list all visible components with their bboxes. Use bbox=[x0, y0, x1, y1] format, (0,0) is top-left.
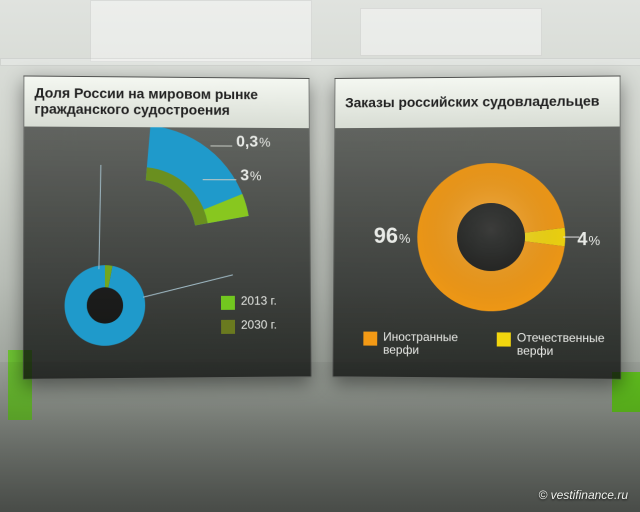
legend-label: Отечественные верфи bbox=[517, 332, 618, 359]
legend-swatch bbox=[221, 296, 235, 310]
legend-swatch bbox=[497, 332, 511, 346]
legend-right-a: Иностранные верфи bbox=[363, 331, 482, 358]
panel-right-title: Заказы российских судовладельцев bbox=[345, 93, 599, 111]
callout-a: 0,3% bbox=[236, 134, 270, 152]
callout-b: 3% bbox=[240, 167, 261, 185]
panel-left-body: 0,3% 3% 2013 г. 2030 г. bbox=[24, 127, 311, 379]
stage: Доля России на мировом рынке гражданског… bbox=[0, 0, 640, 512]
legend-swatch bbox=[221, 320, 235, 334]
legend-label: Иностранные верфи bbox=[383, 331, 483, 358]
value-label-4: 4% bbox=[577, 229, 600, 250]
legend-swatch bbox=[363, 332, 377, 346]
legend-left-a: 2013 г. bbox=[221, 295, 277, 310]
legend-left-b: 2030 г. bbox=[221, 319, 277, 334]
panel-right-header: Заказы российских судовладельцев bbox=[335, 76, 620, 128]
credit: © vestifinance.ru bbox=[538, 488, 628, 502]
legend-label: 2030 г. bbox=[241, 319, 277, 332]
panel-right: Заказы российских судовладельцев 96% 4% … bbox=[333, 75, 622, 379]
panel-left: Доля России на мировом рынке гражданског… bbox=[23, 75, 312, 379]
bg-block bbox=[360, 8, 542, 56]
callout-a-line bbox=[210, 145, 232, 146]
legend-label: 2013 г. bbox=[241, 295, 277, 308]
bg-rail bbox=[0, 58, 640, 66]
left-chart bbox=[24, 127, 311, 379]
callout-b-line bbox=[203, 179, 237, 180]
legend-right-b: Отечественные верфи bbox=[497, 331, 618, 358]
panel-right-body: 96% 4% Иностранные верфи Отечественные в… bbox=[334, 127, 621, 379]
panel-left-header: Доля России на мировом рынке гражданског… bbox=[24, 76, 309, 128]
panel-left-title: Доля России на мировом рынке гражданског… bbox=[34, 84, 299, 118]
bg-block bbox=[90, 0, 312, 62]
value-label-96: 96% bbox=[374, 223, 411, 249]
